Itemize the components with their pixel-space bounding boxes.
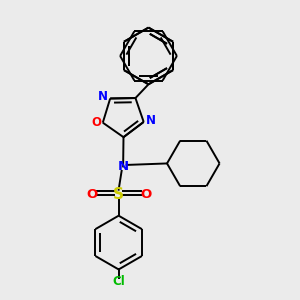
Text: N: N	[118, 160, 129, 173]
Text: N: N	[146, 114, 156, 127]
Text: N: N	[98, 91, 108, 103]
Text: Cl: Cl	[112, 275, 125, 288]
Text: S: S	[113, 187, 124, 202]
Text: O: O	[140, 188, 151, 201]
Text: O: O	[86, 188, 98, 201]
Text: O: O	[91, 116, 101, 129]
